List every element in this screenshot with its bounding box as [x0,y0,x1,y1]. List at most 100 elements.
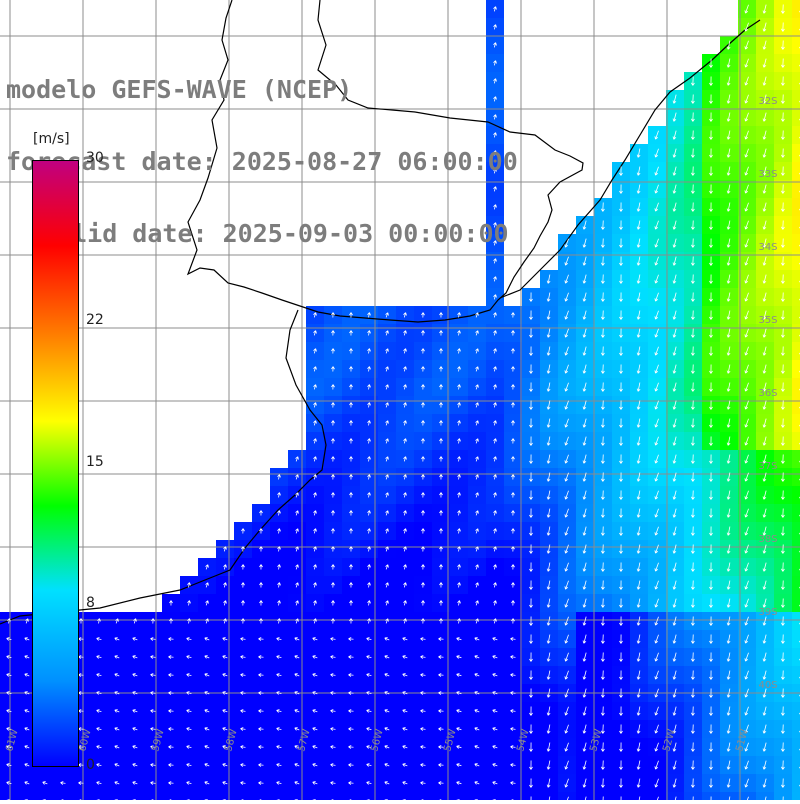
speed-cell [792,72,800,90]
speed-cell [792,126,800,144]
speed-cell [792,612,800,630]
speed-cell [54,792,72,800]
speed-cell [396,792,414,800]
speed-cell [792,666,800,684]
speed-cell [792,270,800,288]
speed-cell [738,792,756,800]
colorbar-tick-label: 22 [86,312,104,328]
colorbar-unit: [m/s] [33,131,70,147]
speed-cell [342,792,360,800]
speed-cell [630,792,648,800]
speed-cell [576,792,594,800]
speed-cell [792,774,800,792]
speed-cell [126,792,144,800]
speed-cell [792,54,800,72]
speed-cell [504,792,522,800]
speed-cell [792,378,800,396]
speed-cell [792,522,800,540]
speed-cell [792,360,800,378]
speed-cell [378,792,396,800]
speed-cell [792,432,800,450]
speed-cell [792,792,800,800]
speed-cell [306,792,324,800]
latitude-label: 37S [758,461,777,472]
speed-cell [270,792,288,800]
speed-cell [234,792,252,800]
speed-cell [792,468,800,486]
model-title: modelo GEFS-WAVE (NCEP) [6,78,518,102]
speed-cell [324,792,342,800]
forecast-date: forecast date: 2025-08-27 06:00:00 [6,150,518,174]
speed-cell [792,0,800,18]
speed-cell [18,792,36,800]
speed-cell [198,792,216,800]
speed-cell [792,450,800,468]
speed-cell [792,702,800,720]
latitude-label: 39S [758,607,777,618]
speed-cell [792,90,800,108]
speed-cell [792,648,800,666]
speed-cell [0,792,18,800]
speed-cell [486,792,504,800]
speed-cell [414,792,432,800]
speed-cell [792,234,800,252]
colorbar-tick-label: 0 [86,757,95,773]
speed-cell [792,738,800,756]
colorbar-tick-label: 15 [86,454,104,470]
speed-cell [792,396,800,414]
speed-cell [288,792,306,800]
colorbar [32,160,79,767]
speed-cell [792,144,800,162]
latitude-label: 40S [758,680,777,691]
speed-cell [792,720,800,738]
speed-cell [720,792,738,800]
speed-cell [162,792,180,800]
speed-cell [792,414,800,432]
speed-cell [432,792,450,800]
speed-cell [558,792,576,800]
latitude-label: 33S [758,169,777,180]
speed-cell [180,792,198,800]
speed-cell [792,594,800,612]
latitude-label: 34S [758,242,777,253]
speed-cell [252,792,270,800]
speed-cell [792,18,800,36]
title-block: modelo GEFS-WAVE (NCEP) forecast date: 2… [6,30,518,294]
speed-cell [216,792,234,800]
speed-cell [792,558,800,576]
speed-cell [792,342,800,360]
speed-cell [792,36,800,54]
valid-date: valid date: 2025-09-03 00:00:00 [6,222,518,246]
speed-cell [792,504,800,522]
latitude-label: 32S [758,96,777,107]
speed-cell [792,576,800,594]
speed-cell [792,198,800,216]
speed-cell [72,792,90,800]
speed-cell [792,216,800,234]
speed-cell [792,162,800,180]
speed-cell [792,180,800,198]
speed-cell [792,540,800,558]
colorbar-tick-label: 8 [86,595,95,611]
latitude-label: 36S [758,388,777,399]
speed-cell [144,792,162,800]
speed-cell [666,792,684,800]
speed-cell [792,756,800,774]
speed-cell [792,324,800,342]
speed-cell [792,486,800,504]
speed-cell [756,792,774,800]
speed-cell [792,306,800,324]
colorbar-tick-label: 30 [86,150,104,166]
speed-cell [108,792,126,800]
speed-cell [792,288,800,306]
speed-cell [90,792,108,800]
speed-cell [792,630,800,648]
speed-cell [792,108,800,126]
speed-cell [468,792,486,800]
latitude-label: 35S [758,315,777,326]
speed-cell [540,792,558,800]
speed-cell [450,792,468,800]
speed-cell [36,792,54,800]
latitude-label: 38S [758,534,777,545]
